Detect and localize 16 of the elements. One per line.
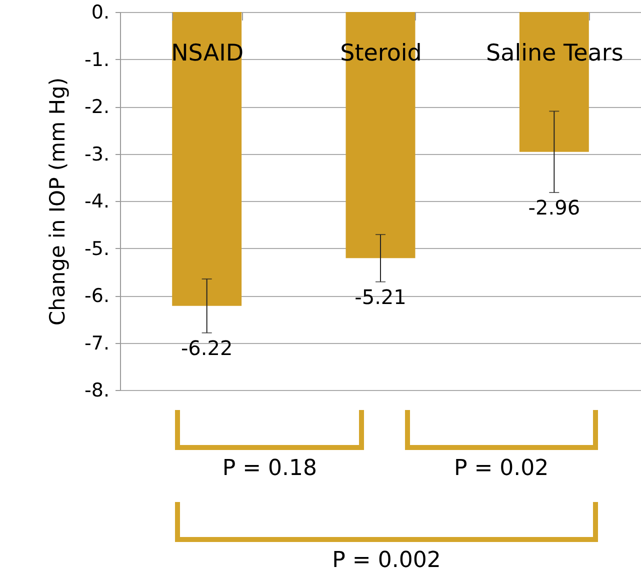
- y-axis-title: Change in IOP (mm Hg): [46, 77, 70, 326]
- y-tick-label: -3.: [84, 143, 110, 166]
- data-label: -5.21: [354, 284, 406, 309]
- y-tick-label: -1.: [84, 48, 110, 71]
- y-tick-label: 0.: [91, 2, 110, 24]
- y-tick-label: -5.: [84, 238, 110, 260]
- y-tick-label: -6.: [84, 285, 110, 307]
- text: P = 0.18: [221, 456, 318, 481]
- data-label: -2.96: [528, 195, 580, 220]
- y-tick-label: -8.: [84, 380, 110, 402]
- data-label: -6.22: [180, 336, 233, 360]
- text: P = 0.02: [452, 456, 550, 481]
- y-tick-label: -4.: [84, 190, 110, 212]
- y-tick-label: -2.: [84, 96, 110, 118]
- y-tick-label: -7.: [84, 332, 110, 354]
- text: P = 0.002: [331, 548, 442, 573]
